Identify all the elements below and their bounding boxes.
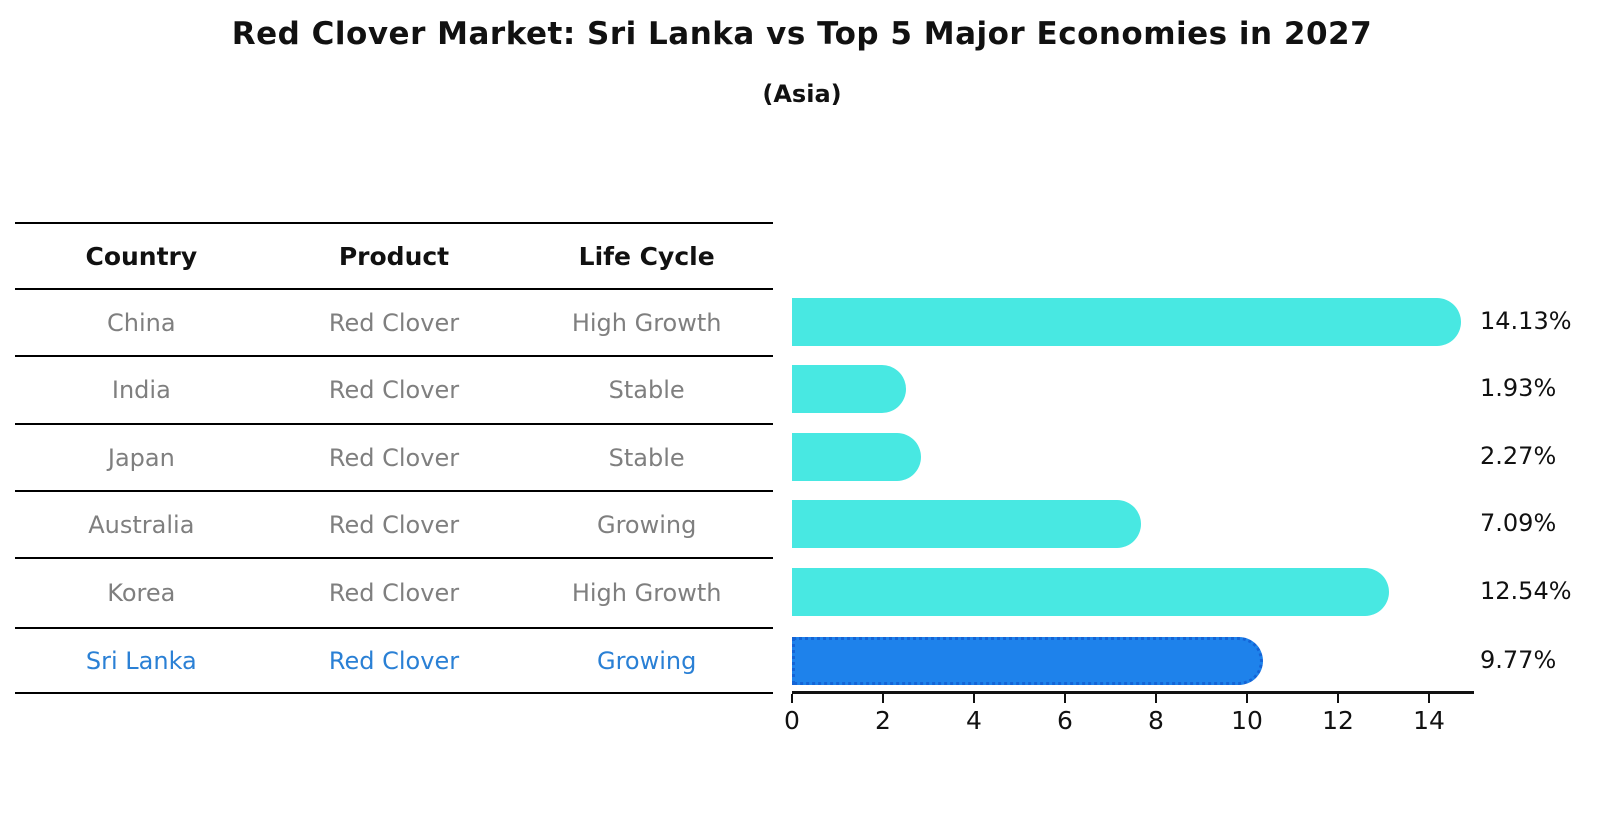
x-tick-label-6: 6 <box>1057 706 1073 735</box>
bar-china <box>792 297 1461 346</box>
x-tick-mark-2 <box>882 694 884 703</box>
value-label-china: 14.13% <box>1480 306 1572 335</box>
value-label-india: 1.93% <box>1480 374 1557 402</box>
x-tick-label-10: 10 <box>1231 706 1263 735</box>
x-tick-mark-12 <box>1337 694 1339 703</box>
product-cell: Red Clover <box>328 579 460 607</box>
x-tick-mark-14 <box>1428 694 1430 703</box>
country-cell: Japan <box>107 443 175 472</box>
x-tick-mark-10 <box>1246 694 1248 703</box>
table-header-row: Country Product Life Cycle <box>15 222 773 288</box>
country-cell: Korea <box>107 579 176 607</box>
value-label-sri-lanka: 9.77% <box>1480 645 1557 674</box>
x-tick-mark-4 <box>973 694 975 703</box>
table-row-sri-lanka: Sri Lanka Red Clover Growing <box>15 627 773 694</box>
life-cycle-cell: High Growth <box>571 579 722 607</box>
bar-sri-lanka <box>792 636 1263 685</box>
bar-korea <box>792 568 1389 616</box>
x-tick-label-4: 4 <box>966 706 982 735</box>
value-label-australia: 7.09% <box>1480 508 1557 537</box>
value-label-japan: 2.27% <box>1480 441 1557 470</box>
x-tick-label-0: 0 <box>784 706 800 735</box>
bar-australia <box>792 499 1141 548</box>
chart-subtitle: (Asia) <box>762 80 842 108</box>
x-tick-label-2: 2 <box>875 706 891 735</box>
life-cycle-cell: High Growth <box>571 308 722 337</box>
table-row-japan: Japan Red Clover Stable <box>15 423 773 490</box>
life-cycle-cell: Growing <box>596 646 697 675</box>
product-cell: Red Clover <box>328 376 460 404</box>
country-cell: Australia <box>88 510 195 539</box>
x-tick-label-14: 14 <box>1413 706 1445 735</box>
x-tick-label-8: 8 <box>1148 706 1164 735</box>
bar-india <box>792 365 906 413</box>
table-row-australia: Australia Red Clover Growing <box>15 490 773 557</box>
table-row-china: China Red Clover High Growth <box>15 288 773 355</box>
country-cell: India <box>111 376 171 404</box>
country-cell: China <box>107 308 176 337</box>
product-cell: Red Clover <box>328 308 460 337</box>
x-tick-mark-8 <box>1155 694 1157 703</box>
column-header-product: Product <box>338 241 450 271</box>
x-axis-line <box>792 691 1474 694</box>
x-tick-mark-6 <box>1064 694 1066 703</box>
product-cell: Red Clover <box>328 510 460 539</box>
chart-title: Red Clover Market: Sri Lanka vs Top 5 Ma… <box>231 16 1373 52</box>
bar-japan <box>792 432 922 481</box>
x-tick-label-12: 12 <box>1322 706 1354 735</box>
x-tick-mark-0 <box>791 694 793 703</box>
table-row-korea: Korea Red Clover High Growth <box>15 557 773 627</box>
life-cycle-cell: Growing <box>596 510 697 539</box>
column-header-country: Country <box>85 241 198 271</box>
column-header-life-cycle: Life Cycle <box>578 241 715 271</box>
life-cycle-cell: Stable <box>608 443 685 472</box>
life-cycle-cell: Stable <box>608 376 685 404</box>
product-cell: Red Clover <box>328 646 460 675</box>
country-cell: Sri Lanka <box>85 646 197 675</box>
value-label-korea: 12.54% <box>1480 577 1572 605</box>
table-row-india: India Red Clover Stable <box>15 355 773 423</box>
product-cell: Red Clover <box>328 443 460 472</box>
